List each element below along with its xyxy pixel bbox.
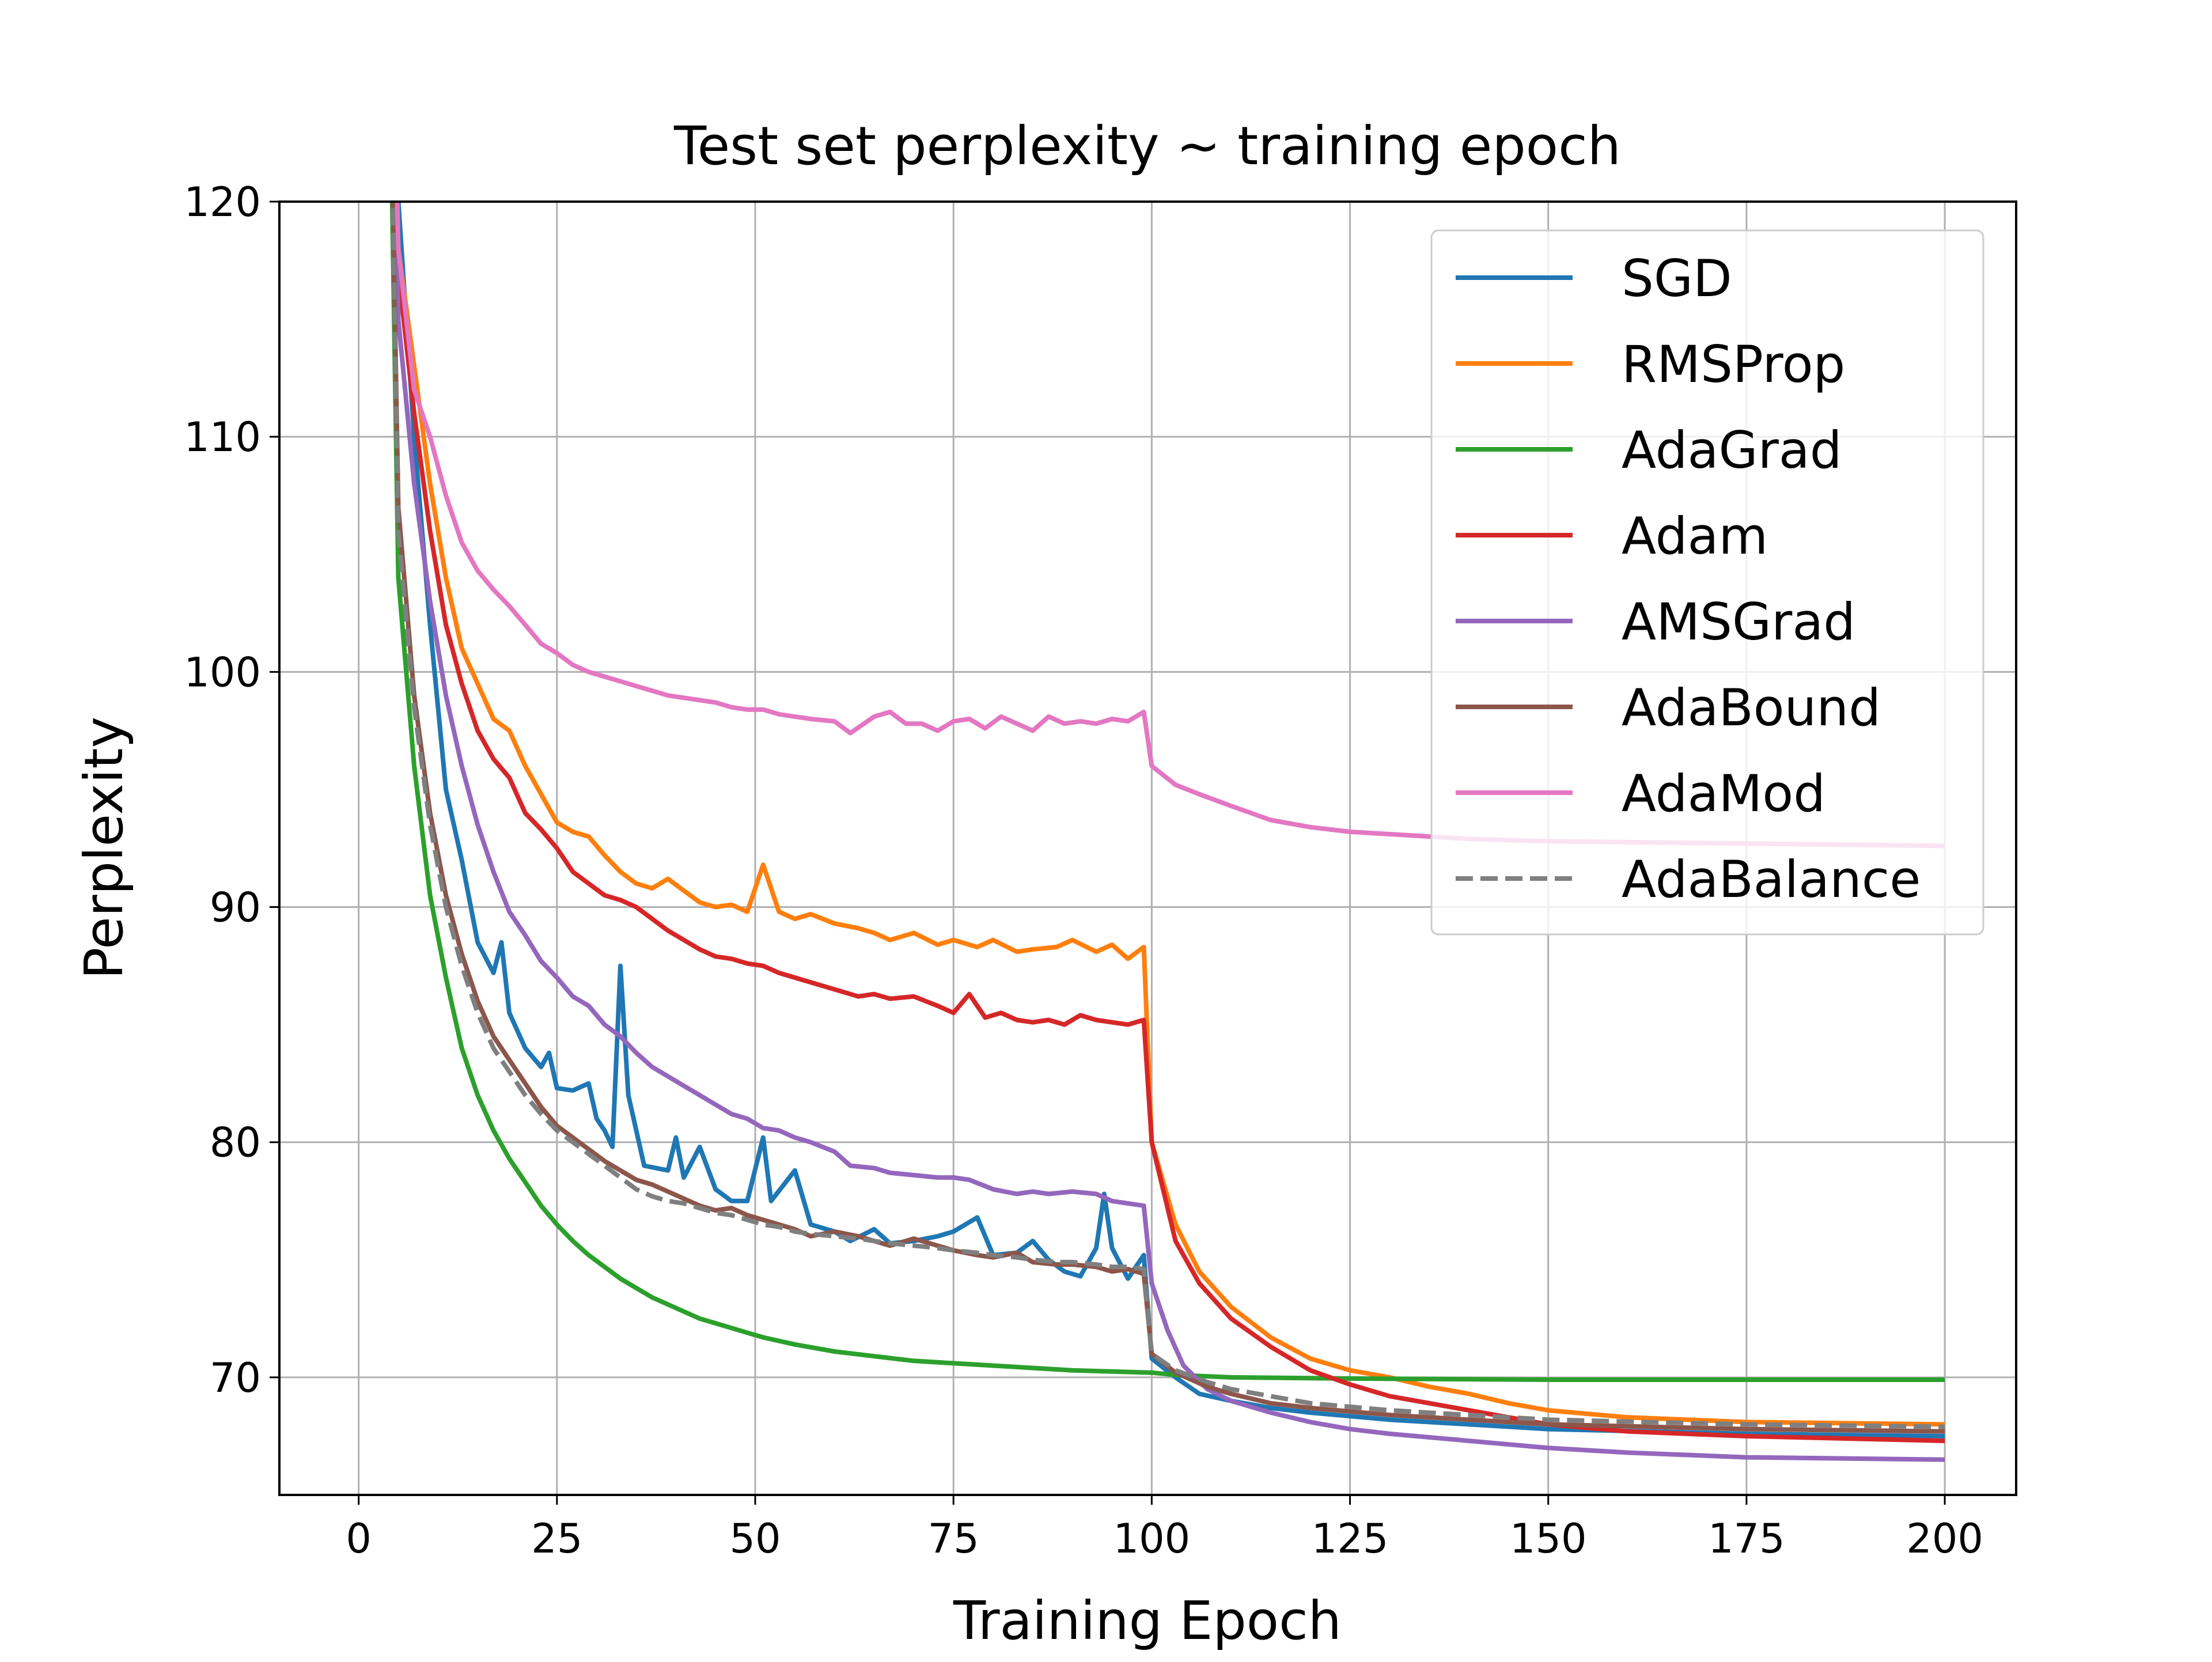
y-tick-label: 110 xyxy=(184,414,261,461)
series-line-rmsprop xyxy=(395,202,1945,1427)
series-line-adabalance xyxy=(390,202,1945,1429)
series-lines xyxy=(389,202,1945,1462)
legend-label: Adam xyxy=(1622,506,1768,566)
y-tick-label: 70 xyxy=(210,1354,261,1402)
series-line-adam xyxy=(394,202,1945,1444)
plot-area-frame xyxy=(278,200,2017,1496)
x-axis-label: Training Epoch xyxy=(953,1590,1342,1652)
legend-label: AdaBalance xyxy=(1622,850,1921,909)
series-line-adagrad xyxy=(389,202,1945,1382)
x-tick-label: 0 xyxy=(346,1515,372,1562)
series-line-amsgrad xyxy=(393,202,1945,1462)
series-line-adamod xyxy=(395,202,1945,849)
legend-label: RMSProp xyxy=(1622,335,1845,394)
x-tick-label: 175 xyxy=(1708,1515,1785,1562)
x-tick-label: 25 xyxy=(531,1515,582,1562)
y-tick-label: 100 xyxy=(184,649,261,696)
legend-label: AdaGrad xyxy=(1622,421,1842,480)
y-axis-label: Perplexity xyxy=(73,717,135,979)
x-tick-label: 75 xyxy=(928,1515,979,1562)
legend-box xyxy=(1430,229,1984,936)
legend-label: AMSGrad xyxy=(1622,592,1855,652)
x-tick-label: 125 xyxy=(1312,1515,1389,1562)
legend-label: SGD xyxy=(1622,249,1732,308)
x-tick-label: 150 xyxy=(1510,1515,1587,1562)
y-tick-label: 80 xyxy=(210,1119,261,1167)
axis-ticks: 0 25 50 75 100 125 150 175 200 70 80 90 100 110 120 xyxy=(184,179,1983,1562)
legend: SGD RMSProp AdaGrad Adam AMSGrad AdaBound AdaM… xyxy=(1430,229,1984,936)
y-tick-label: 90 xyxy=(210,884,261,932)
x-tick-label: 100 xyxy=(1113,1515,1191,1562)
x-tick-label: 200 xyxy=(1906,1515,1983,1562)
legend-label: AdaMod xyxy=(1622,764,1825,823)
x-tick-label: 50 xyxy=(729,1515,781,1562)
y-tick-label: 120 xyxy=(184,179,261,226)
legend-label: AdaBound xyxy=(1622,678,1881,737)
chart-title: Test set perplexity ~ training epoch xyxy=(673,115,1621,177)
